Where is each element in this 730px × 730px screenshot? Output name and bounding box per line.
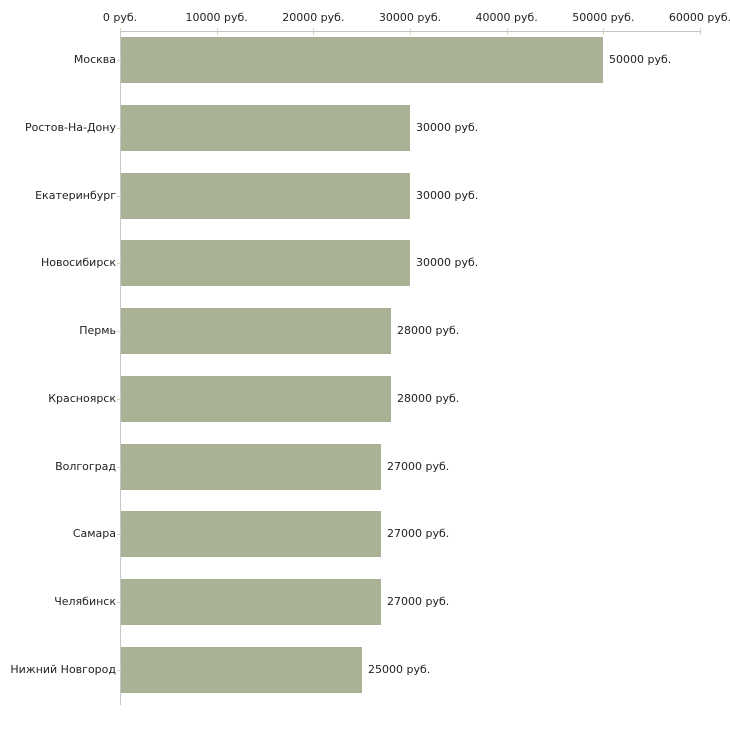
value-label: 30000 руб.: [416, 121, 479, 134]
value-label: 30000 руб.: [416, 256, 479, 269]
x-axis-tick-label: 0 руб.: [102, 11, 138, 24]
y-axis-tick-mark: [117, 670, 121, 671]
bar: [121, 376, 391, 422]
y-axis-tick-mark: [117, 196, 121, 197]
value-label: 27000 руб.: [387, 595, 450, 608]
bar: [121, 37, 603, 83]
category-label: Пермь: [79, 324, 116, 337]
x-axis-tick-label: 50000 руб.: [572, 11, 635, 24]
y-axis-tick-mark: [117, 60, 121, 61]
value-label: 28000 руб.: [397, 392, 460, 405]
bar: [121, 647, 362, 693]
bar: [121, 444, 381, 490]
y-axis-tick-mark: [117, 534, 121, 535]
category-label: Челябинск: [54, 595, 116, 608]
x-axis-tick-label: 20000 руб.: [282, 11, 345, 24]
y-axis-tick-mark: [117, 128, 121, 129]
x-axis-tick-label: 30000 руб.: [378, 11, 442, 24]
value-label: 27000 руб.: [387, 460, 450, 473]
value-label: 27000 руб.: [387, 527, 450, 540]
x-axis-tick-label: 10000 руб.: [185, 11, 248, 24]
category-label: Красноярск: [48, 392, 116, 405]
value-label: 28000 руб.: [397, 324, 460, 337]
x-axis-tick-label: 60000 руб.: [668, 11, 730, 24]
category-label: Нижний Новгород: [10, 663, 116, 676]
y-axis-tick-mark: [117, 331, 121, 332]
category-label: Новосибирск: [40, 256, 116, 269]
y-axis-line: [120, 31, 121, 705]
value-label: 50000 руб.: [609, 53, 672, 66]
bar: [121, 105, 410, 151]
y-axis-tick-mark: [117, 467, 121, 468]
bar: [121, 240, 410, 286]
y-axis-tick-mark: [117, 602, 121, 603]
bar: [121, 511, 381, 557]
category-label: Ростов-На-Дону: [24, 121, 116, 134]
category-label: Волгоград: [55, 460, 116, 473]
x-axis-tick-label: 40000 руб.: [475, 11, 538, 24]
category-label: Москва: [73, 53, 116, 66]
value-label: 25000 руб.: [368, 663, 431, 676]
bar: [121, 173, 410, 219]
value-label: 30000 руб.: [416, 189, 479, 202]
category-label: Екатеринбург: [35, 189, 116, 202]
y-axis-tick-mark: [117, 399, 121, 400]
x-axis-line: [120, 31, 701, 32]
y-axis-tick-mark: [117, 263, 121, 264]
bar: [121, 579, 381, 625]
bar: [121, 308, 391, 354]
category-label: Самара: [72, 527, 116, 540]
